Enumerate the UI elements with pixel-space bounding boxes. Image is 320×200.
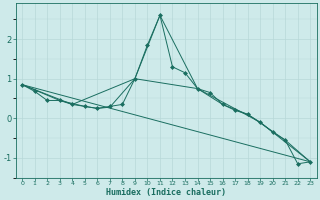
X-axis label: Humidex (Indice chaleur): Humidex (Indice chaleur) <box>106 188 226 197</box>
